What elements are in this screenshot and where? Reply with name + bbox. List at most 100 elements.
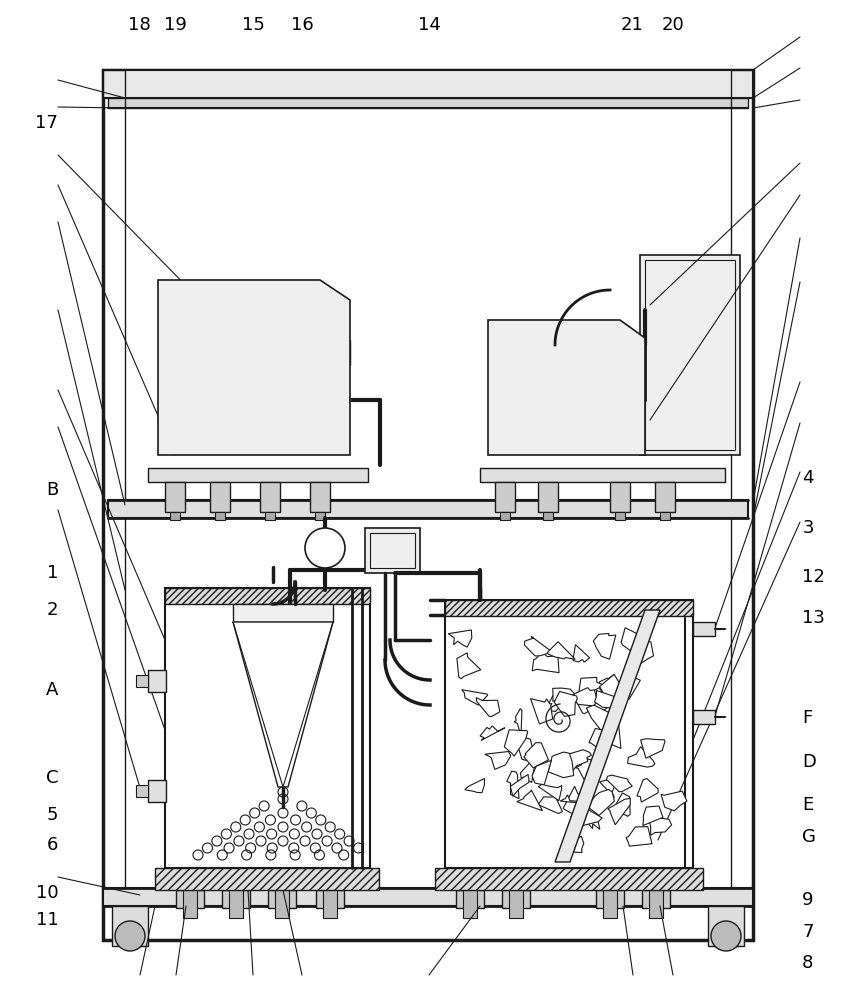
Polygon shape bbox=[661, 791, 687, 811]
Bar bbox=[708, 906, 744, 946]
Polygon shape bbox=[480, 726, 505, 741]
Polygon shape bbox=[448, 630, 472, 647]
Text: F: F bbox=[802, 709, 813, 727]
Text: 17: 17 bbox=[35, 114, 58, 132]
Text: 12: 12 bbox=[802, 568, 825, 586]
Bar bbox=[112, 906, 148, 946]
Polygon shape bbox=[553, 688, 575, 701]
Bar bbox=[509, 890, 523, 918]
Polygon shape bbox=[575, 689, 593, 714]
Text: 19: 19 bbox=[165, 16, 187, 34]
Polygon shape bbox=[571, 688, 597, 706]
Bar bbox=[642, 890, 670, 908]
Text: 3: 3 bbox=[802, 519, 813, 537]
Bar bbox=[183, 890, 197, 918]
Bar bbox=[543, 512, 553, 520]
Bar bbox=[320, 340, 350, 365]
Text: 1: 1 bbox=[47, 564, 58, 582]
Text: 8: 8 bbox=[802, 954, 813, 972]
Polygon shape bbox=[547, 642, 575, 659]
Bar bbox=[260, 482, 280, 512]
Text: 20: 20 bbox=[662, 16, 684, 34]
Polygon shape bbox=[505, 730, 528, 756]
Bar bbox=[165, 588, 370, 604]
Polygon shape bbox=[488, 320, 645, 455]
Text: 4: 4 bbox=[802, 469, 813, 487]
Bar bbox=[136, 675, 148, 687]
Text: E: E bbox=[802, 796, 813, 814]
Polygon shape bbox=[636, 640, 654, 665]
Polygon shape bbox=[600, 674, 628, 701]
Polygon shape bbox=[637, 779, 658, 802]
Text: 15: 15 bbox=[242, 16, 264, 34]
Bar bbox=[603, 890, 617, 918]
Polygon shape bbox=[600, 675, 613, 693]
Polygon shape bbox=[524, 743, 548, 768]
Polygon shape bbox=[462, 690, 487, 705]
Bar bbox=[148, 670, 166, 692]
Bar bbox=[463, 890, 477, 918]
Polygon shape bbox=[643, 806, 663, 826]
Polygon shape bbox=[507, 771, 519, 799]
Bar bbox=[495, 482, 515, 512]
Bar bbox=[615, 512, 625, 520]
Bar bbox=[660, 512, 670, 520]
Text: 5: 5 bbox=[47, 806, 58, 824]
Bar bbox=[445, 600, 693, 868]
Bar bbox=[365, 528, 420, 573]
Polygon shape bbox=[511, 774, 529, 796]
Polygon shape bbox=[573, 645, 589, 662]
Bar bbox=[610, 482, 630, 512]
Bar bbox=[456, 890, 484, 908]
Text: D: D bbox=[802, 753, 816, 771]
Bar bbox=[649, 890, 663, 918]
Bar bbox=[210, 482, 230, 512]
Polygon shape bbox=[621, 628, 646, 655]
Polygon shape bbox=[563, 750, 591, 770]
Bar bbox=[165, 588, 370, 868]
Bar bbox=[268, 890, 296, 908]
Bar bbox=[693, 710, 715, 724]
Text: 21: 21 bbox=[621, 16, 644, 34]
Bar bbox=[538, 482, 558, 512]
Polygon shape bbox=[594, 633, 616, 659]
Polygon shape bbox=[589, 728, 607, 750]
Polygon shape bbox=[521, 757, 536, 783]
Bar bbox=[229, 890, 243, 918]
Polygon shape bbox=[476, 698, 500, 717]
Bar bbox=[596, 890, 624, 908]
Text: 18: 18 bbox=[129, 16, 151, 34]
Polygon shape bbox=[586, 692, 614, 715]
Text: G: G bbox=[802, 828, 816, 846]
Text: 6: 6 bbox=[47, 836, 58, 854]
Bar bbox=[316, 890, 344, 908]
Polygon shape bbox=[613, 793, 630, 816]
Bar bbox=[370, 533, 415, 568]
Bar bbox=[655, 482, 675, 512]
Polygon shape bbox=[514, 709, 522, 736]
Bar bbox=[222, 890, 250, 908]
Circle shape bbox=[115, 921, 145, 951]
Polygon shape bbox=[485, 751, 511, 769]
Bar bbox=[108, 98, 748, 108]
Polygon shape bbox=[619, 674, 640, 699]
Text: 10: 10 bbox=[36, 884, 58, 902]
Bar bbox=[693, 622, 715, 636]
Text: 7: 7 bbox=[802, 923, 813, 941]
Polygon shape bbox=[600, 778, 619, 798]
Polygon shape bbox=[532, 652, 559, 673]
Bar bbox=[155, 868, 379, 890]
Polygon shape bbox=[607, 798, 631, 825]
Bar bbox=[500, 512, 510, 520]
Polygon shape bbox=[517, 738, 535, 761]
Polygon shape bbox=[546, 691, 569, 711]
Bar bbox=[731, 70, 753, 940]
Polygon shape bbox=[517, 790, 542, 811]
Polygon shape bbox=[581, 802, 600, 829]
Bar bbox=[310, 482, 330, 512]
Bar bbox=[315, 512, 325, 520]
Bar bbox=[103, 70, 753, 940]
Polygon shape bbox=[628, 747, 655, 767]
Polygon shape bbox=[607, 775, 632, 792]
Bar bbox=[170, 512, 180, 520]
